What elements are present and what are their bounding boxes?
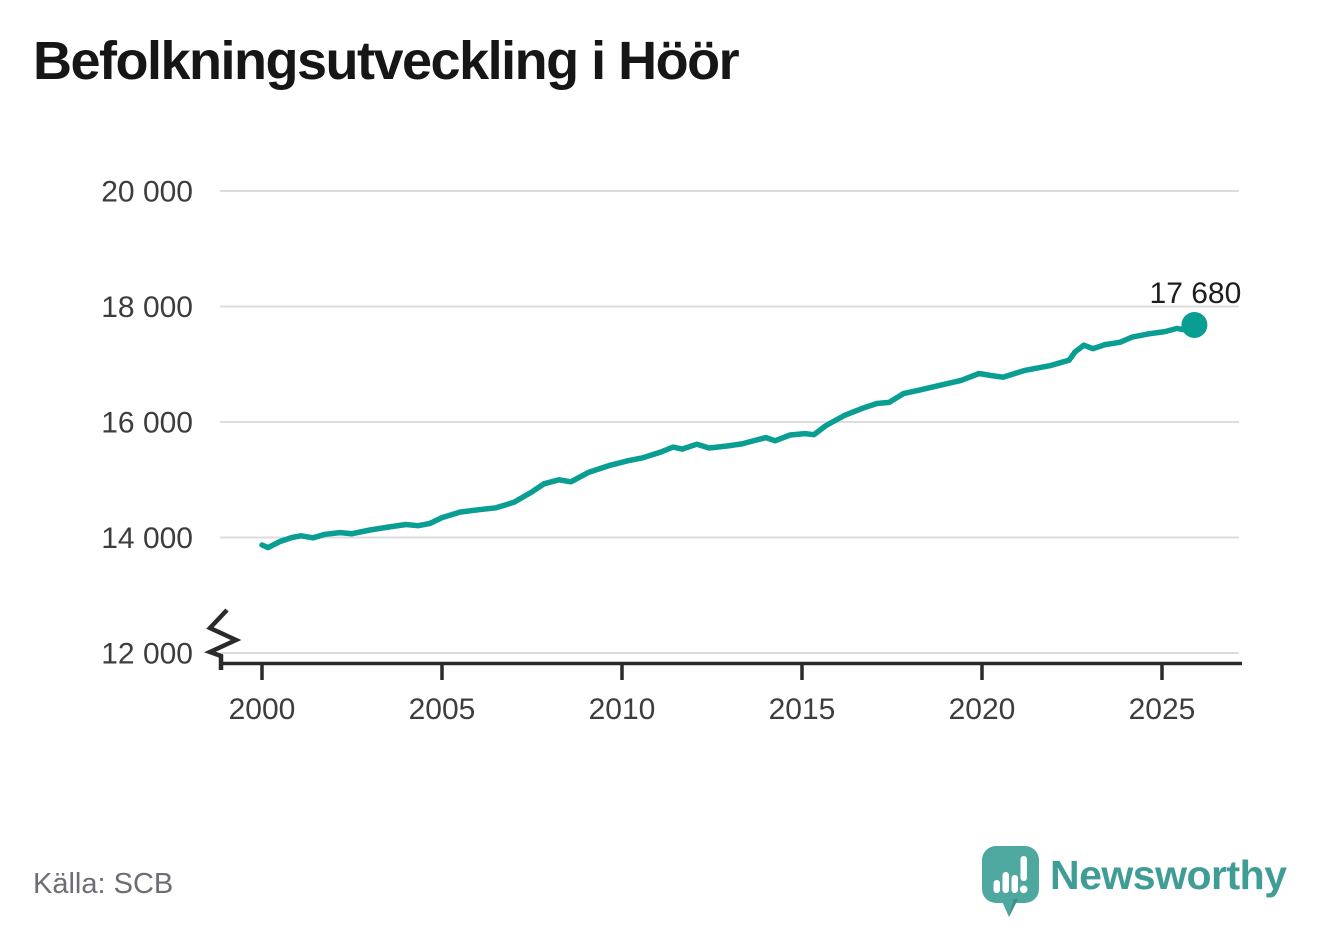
y-axis-labels: 12 000 14 000 16 000 18 000 20 000 (101, 176, 193, 671)
x-tick-label: 2000 (229, 693, 296, 726)
newsworthy-wordmark: Newsworthy (1050, 852, 1287, 898)
y-tick-label: 12 000 (101, 638, 193, 671)
x-tick-label: 2005 (409, 693, 476, 726)
axis-break-icon (204, 608, 242, 670)
population-series-line (259, 322, 1198, 551)
latest-value-label: 17 680 (1150, 277, 1242, 310)
newsworthy-bubble-icon (982, 846, 1039, 917)
newsworthy-logo: Newsworthy (982, 844, 1287, 920)
chart-title: Befolkningsutveckling i Höör (33, 31, 740, 91)
x-tick-label: 2020 (949, 693, 1016, 726)
x-tick-label: 2010 (589, 693, 656, 726)
x-tick-label: 2025 (1129, 693, 1196, 726)
x-axis-labels: 2000 2005 2010 2015 2020 2025 (229, 693, 1196, 726)
y-tick-label: 18 000 (101, 291, 193, 324)
y-tick-label: 16 000 (101, 407, 193, 440)
source-note: Källa: SCB (33, 868, 174, 900)
y-tick-label: 20 000 (101, 176, 193, 209)
x-tick-label: 2015 (769, 693, 836, 726)
gridlines (220, 190, 1239, 654)
x-axis-ticks (260, 665, 1164, 680)
latest-value-dot (1181, 311, 1208, 338)
y-tick-label: 14 000 (101, 522, 193, 555)
